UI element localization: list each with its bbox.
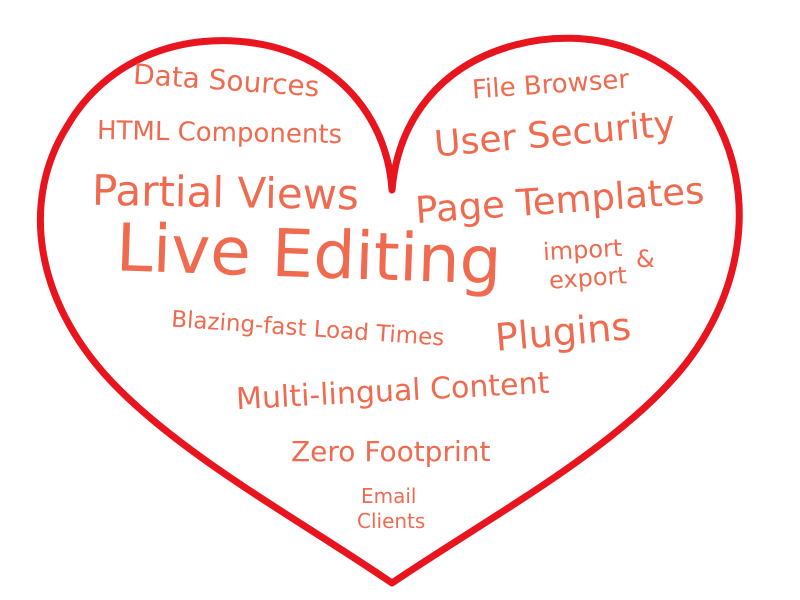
word-live-editing: Live Editing [114,209,503,300]
word-plugins: Plugins [493,304,633,360]
word-import: import [542,233,623,267]
word-clients: Clients [357,509,426,533]
word-html-components: HTML Components [96,115,343,151]
heart-path [36,34,743,587]
word-email: Email [361,484,417,508]
word-export: export [548,261,628,295]
word-ampersand: & [636,245,655,273]
word-zero-footprint: Zero Footprint [291,435,491,468]
